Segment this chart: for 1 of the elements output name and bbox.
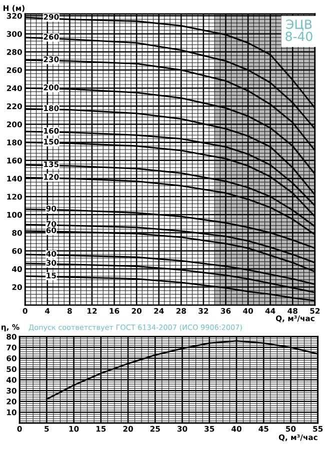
annotation: ЭЦВ 8-40	[286, 20, 312, 42]
